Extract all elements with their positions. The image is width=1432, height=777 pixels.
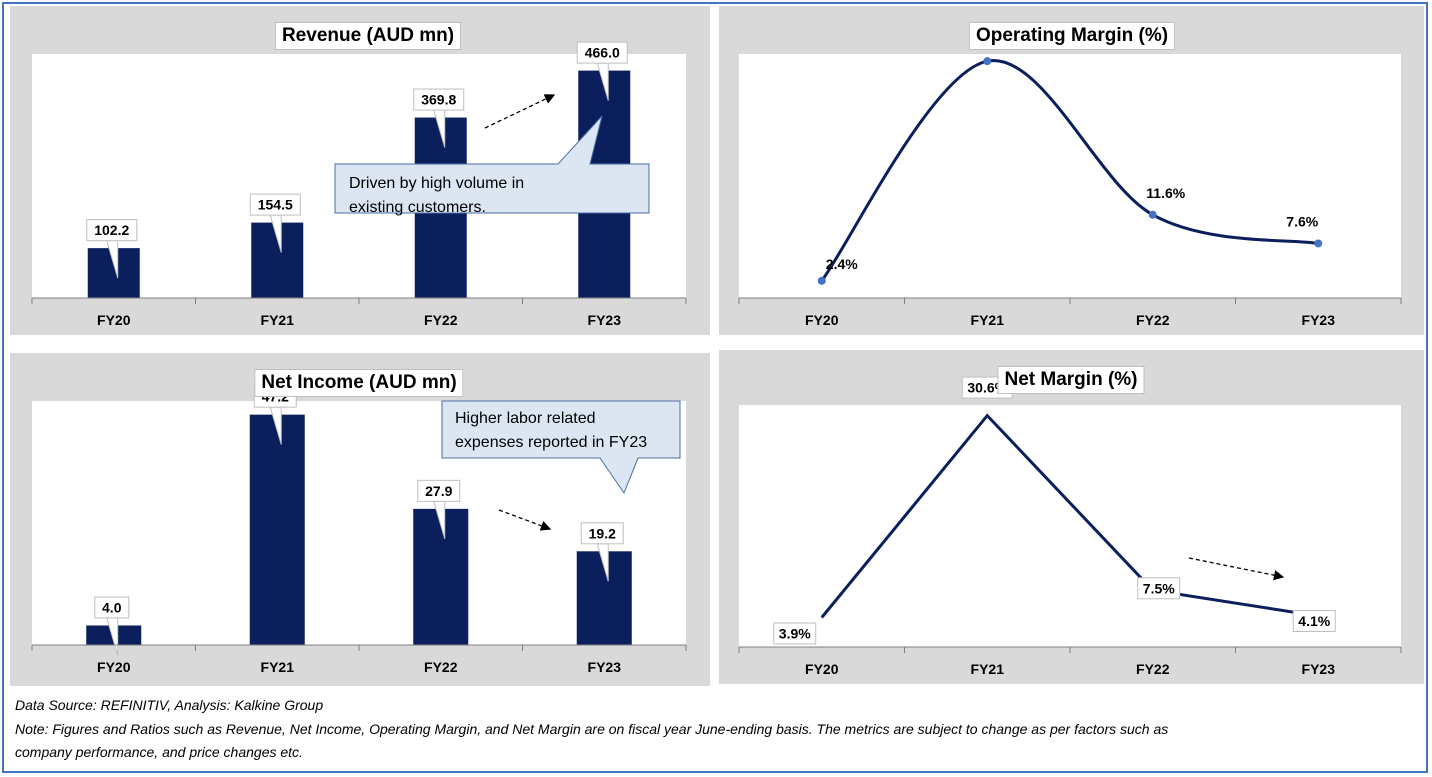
data-label: 466.0 bbox=[585, 45, 620, 61]
data-label: 3.9% bbox=[779, 626, 811, 642]
data-label-box bbox=[576, 41, 628, 64]
bar bbox=[249, 414, 305, 645]
data-label-box bbox=[1137, 577, 1181, 600]
x-tick-label: FY21 bbox=[261, 659, 295, 675]
series-line bbox=[820, 59, 1319, 282]
revenue-chart-panel: 102.2 154.5 369.8 466.0 FY20 FY21 FY22 FY23 Driv… bbox=[10, 6, 710, 335]
x-tick-label: FY22 bbox=[1136, 661, 1170, 677]
data-label: 4.1% bbox=[1298, 613, 1330, 629]
annotation-callout bbox=[441, 400, 681, 495]
data-label: 4.0 bbox=[102, 599, 122, 615]
data-point bbox=[983, 57, 992, 66]
x-tick-label: FY22 bbox=[1136, 312, 1170, 328]
trend-arrow bbox=[498, 509, 552, 531]
note-text-line-2: company performance, and price changes e… bbox=[15, 744, 303, 760]
annotation-callout bbox=[334, 115, 650, 214]
trend-arrow bbox=[484, 94, 556, 129]
annotation-text: expenses reported in FY23 bbox=[455, 434, 647, 451]
data-label: 102.2 bbox=[94, 222, 129, 238]
data-label: 7.6% bbox=[1286, 213, 1318, 229]
x-tick-label: FY20 bbox=[805, 312, 839, 328]
data-source-text: Data Source: REFINITIV, Analysis: Kalkin… bbox=[15, 697, 324, 713]
series-line bbox=[820, 413, 1319, 619]
data-label: 11.6% bbox=[1146, 185, 1185, 201]
x-tick-label: FY22 bbox=[424, 659, 458, 675]
data-label-box bbox=[86, 219, 138, 242]
data-label-box bbox=[94, 596, 130, 619]
net-margin-chart: 3.9%30.6%7.5%4.1%FY20 FY21 FY22 FY23 bbox=[738, 376, 1402, 677]
revenue-chart: 102.2 154.5 369.8 466.0 FY20 FY21 FY22 FY23 Driv… bbox=[31, 41, 687, 328]
x-tick-label: FY21 bbox=[971, 661, 1005, 677]
data-point bbox=[1314, 239, 1323, 248]
data-label-box bbox=[417, 479, 461, 502]
annotation-text: Driven by high volume in bbox=[349, 175, 524, 192]
data-label: 154.5 bbox=[258, 197, 293, 213]
data-label: 2.4% bbox=[826, 256, 858, 272]
trend-arrow bbox=[1188, 557, 1285, 581]
data-label: 369.8 bbox=[421, 92, 456, 108]
data-label: 19.2 bbox=[589, 525, 616, 541]
data-point bbox=[1148, 210, 1157, 219]
net-margin-chart-panel: 3.9% 30.6% 7.5% 4.1% FY20 FY21 FY22 FY23 Net Ma… bbox=[719, 350, 1424, 684]
annotation-text: Higher labor related bbox=[455, 410, 596, 427]
x-tick-label: FY23 bbox=[588, 312, 622, 328]
data-label-box bbox=[249, 193, 301, 216]
x-tick-label: FY23 bbox=[1302, 661, 1336, 677]
data-point bbox=[817, 276, 826, 285]
data-label-box bbox=[580, 522, 624, 545]
note-text-line-1: Note: Figures and Ratios such as Revenue… bbox=[15, 721, 1169, 737]
x-tick-label: FY23 bbox=[588, 659, 622, 675]
revenue-chart-title: Revenue (AUD mn) bbox=[274, 22, 462, 50]
x-tick-label: FY22 bbox=[424, 312, 458, 328]
annotation-text: existing customers. bbox=[349, 199, 486, 216]
data-label-box bbox=[413, 88, 465, 111]
x-tick-label: FY20 bbox=[805, 661, 839, 677]
x-tick-label: FY20 bbox=[97, 659, 131, 675]
x-tick-label: FY20 bbox=[97, 312, 131, 328]
net-margin-chart-title: Net Margin (%) bbox=[997, 366, 1145, 394]
data-label: 7.5% bbox=[1143, 580, 1175, 596]
plot-area bbox=[739, 405, 1401, 647]
data-label-box bbox=[1292, 609, 1336, 632]
x-tick-label: FY21 bbox=[261, 312, 295, 328]
data-label-box bbox=[773, 622, 817, 645]
bar bbox=[413, 508, 469, 645]
x-tick-label: FY21 bbox=[971, 312, 1005, 328]
net-income-chart-title: Net Income (AUD mn) bbox=[254, 369, 464, 397]
x-tick-label: FY23 bbox=[1302, 312, 1336, 328]
operating-margin-chart-title: Operating Margin (%) bbox=[968, 22, 1176, 50]
plot-area bbox=[739, 54, 1401, 298]
data-label: 27.9 bbox=[425, 483, 452, 499]
